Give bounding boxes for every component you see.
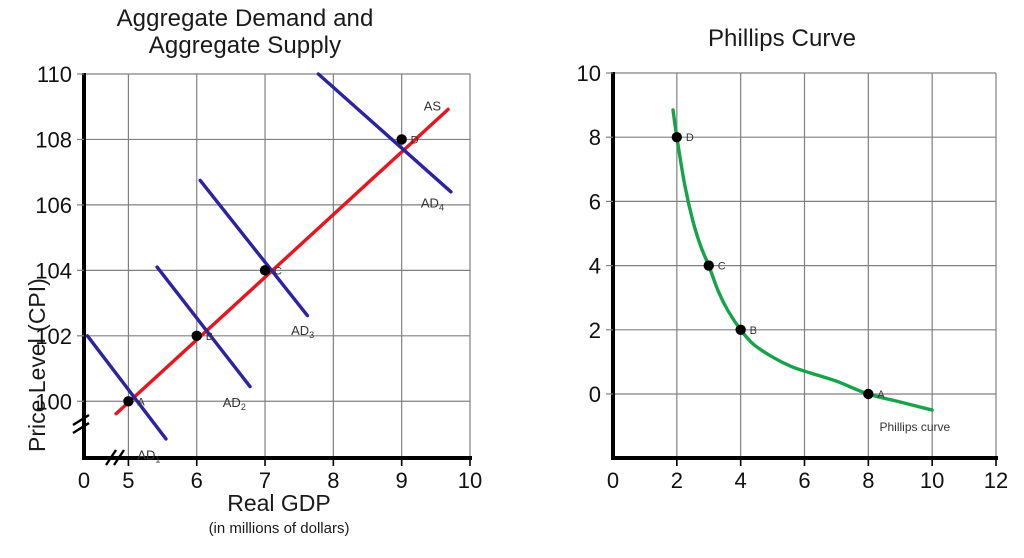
ad-as-x-ticks: 0 5 6 7 8 9 10: [78, 458, 482, 493]
ad-as-x-tick-label: 9: [396, 468, 408, 493]
series-label-AD3: AD3: [291, 323, 314, 340]
ad-as-points: A B C D: [123, 134, 419, 408]
phillips-points: A B C D: [671, 132, 885, 401]
phillips-y-tick-label: 2: [589, 318, 601, 343]
ad-as-y-tick-label: 104: [35, 258, 72, 283]
ad-as-series: [85, 72, 453, 441]
ad-as-x-tick-label: 7: [259, 468, 271, 493]
y-axis-break-icon: [72, 413, 90, 435]
series-line-AD3: [198, 178, 310, 318]
data-point-C: [259, 265, 271, 276]
data-point-label-C: C: [718, 261, 726, 273]
ad-as-y-tick-label: 102: [35, 324, 72, 349]
ad-as-y-tick-label: 106: [35, 193, 72, 218]
ad-as-y-tick-label: 108: [35, 127, 72, 152]
phillips-x-tick-label: 0: [607, 468, 619, 493]
phillips-gridlines: [613, 72, 997, 458]
ad-as-x-tick-label: 6: [191, 468, 203, 493]
series-line-phillips-curve: [671, 108, 934, 412]
x-axis-break-icon: [105, 449, 125, 466]
ad-as-axes: [82, 73, 472, 460]
data-point-A: [123, 396, 134, 407]
phillips-annotations: Phillips curve: [880, 420, 951, 434]
data-point-A: [863, 388, 874, 400]
phillips-x-tick-label: 2: [671, 468, 683, 493]
ad-as-x-tick-label: 0: [78, 468, 90, 493]
phillips-y-tick-label: 4: [589, 254, 601, 279]
ad-as-title-line2: Aggregate Supply: [148, 31, 342, 59]
phillips-y-tick-label: 6: [589, 189, 601, 214]
data-point-D: [671, 132, 683, 143]
phillips-x-tick-label: 4: [735, 468, 747, 493]
ad-as-y-tick-label: 100: [35, 389, 72, 414]
phillips-x-tick-label: 12: [984, 468, 1008, 493]
phillips-plot-area: 0 2 4 6 8 10 0 2 4 6 8 10 12 A B C D Phillips curve: [577, 61, 1009, 493]
ad-as-y-tick-label: 110: [37, 62, 72, 87]
ad-as-x-tick-label: 5: [122, 468, 134, 493]
data-point-label-B: B: [206, 331, 213, 343]
phillips-chart-title: Phillips Curve: [707, 25, 857, 52]
series-label-AD4: AD4: [421, 195, 444, 212]
data-point-label-C: C: [274, 265, 282, 277]
data-point-C: [703, 260, 714, 271]
phillips-curve-chart: Phillips Curve Inflation Rate (percent) …: [512, 0, 1024, 558]
ad-as-chart-title: Aggregate Demand and Aggregate Supply: [40, 5, 450, 60]
data-point-label-A: A: [877, 389, 885, 401]
ad-as-gridlines: [84, 73, 471, 458]
ad-as-y-ticks: 100 102 104 106 108 110: [35, 62, 84, 414]
phillips-y-tick-label: 10: [577, 61, 601, 86]
phillips-x-tick-label: 8: [862, 468, 874, 493]
phillips-y-ticks: 0 2 4 6 8 10: [577, 61, 613, 407]
phillips-y-tick-label: 8: [589, 125, 601, 150]
ad-as-plot-area: 100 102 104 106 108 110 0 5 6 7 8 9 10 AS AD1 AD2 AD3 AD4…: [35, 62, 482, 493]
data-point-D: [396, 134, 407, 145]
data-point-label-D: D: [686, 132, 694, 144]
series-label-AS: AS: [424, 99, 442, 114]
series-line-AS: [114, 107, 450, 416]
data-point-B: [191, 330, 202, 342]
phillips-series: [671, 108, 934, 412]
series-line-AD1: [85, 334, 168, 441]
phillips-x-tick-label: 6: [798, 468, 810, 493]
data-point-label-B: B: [750, 325, 757, 337]
aggregate-demand-supply-chart: Aggregate Demand and Aggregate Supply Pr…: [24, 5, 482, 537]
phillips-y-tick-label: 0: [589, 382, 601, 407]
phillips-x-tick-label: 10: [920, 468, 944, 493]
ad-as-x-axis-sublabel: (in millions of dollars): [208, 520, 350, 537]
data-point-label-A: A: [137, 396, 145, 408]
ad-as-series-labels: AS AD1 AD2 AD3 AD4: [137, 99, 444, 465]
series-label-AD2: AD2: [223, 395, 246, 412]
data-point-B: [735, 324, 746, 335]
ad-as-x-tick-label: 10: [458, 468, 482, 493]
phillips-curve-annotation: Phillips curve: [880, 420, 951, 434]
ad-as-title-line1: Aggregate Demand and: [116, 5, 374, 32]
series-line-AD4: [316, 72, 453, 194]
phillips-x-ticks: 0 2 4 6 8 10 12: [607, 458, 1008, 493]
series-line-AD2: [155, 265, 252, 389]
series-label-AD1: AD1: [137, 447, 160, 464]
data-point-label-D: D: [411, 134, 419, 146]
ad-as-x-axis-label: Real GDP: [227, 490, 331, 516]
ad-as-x-tick-label: 8: [327, 468, 339, 493]
